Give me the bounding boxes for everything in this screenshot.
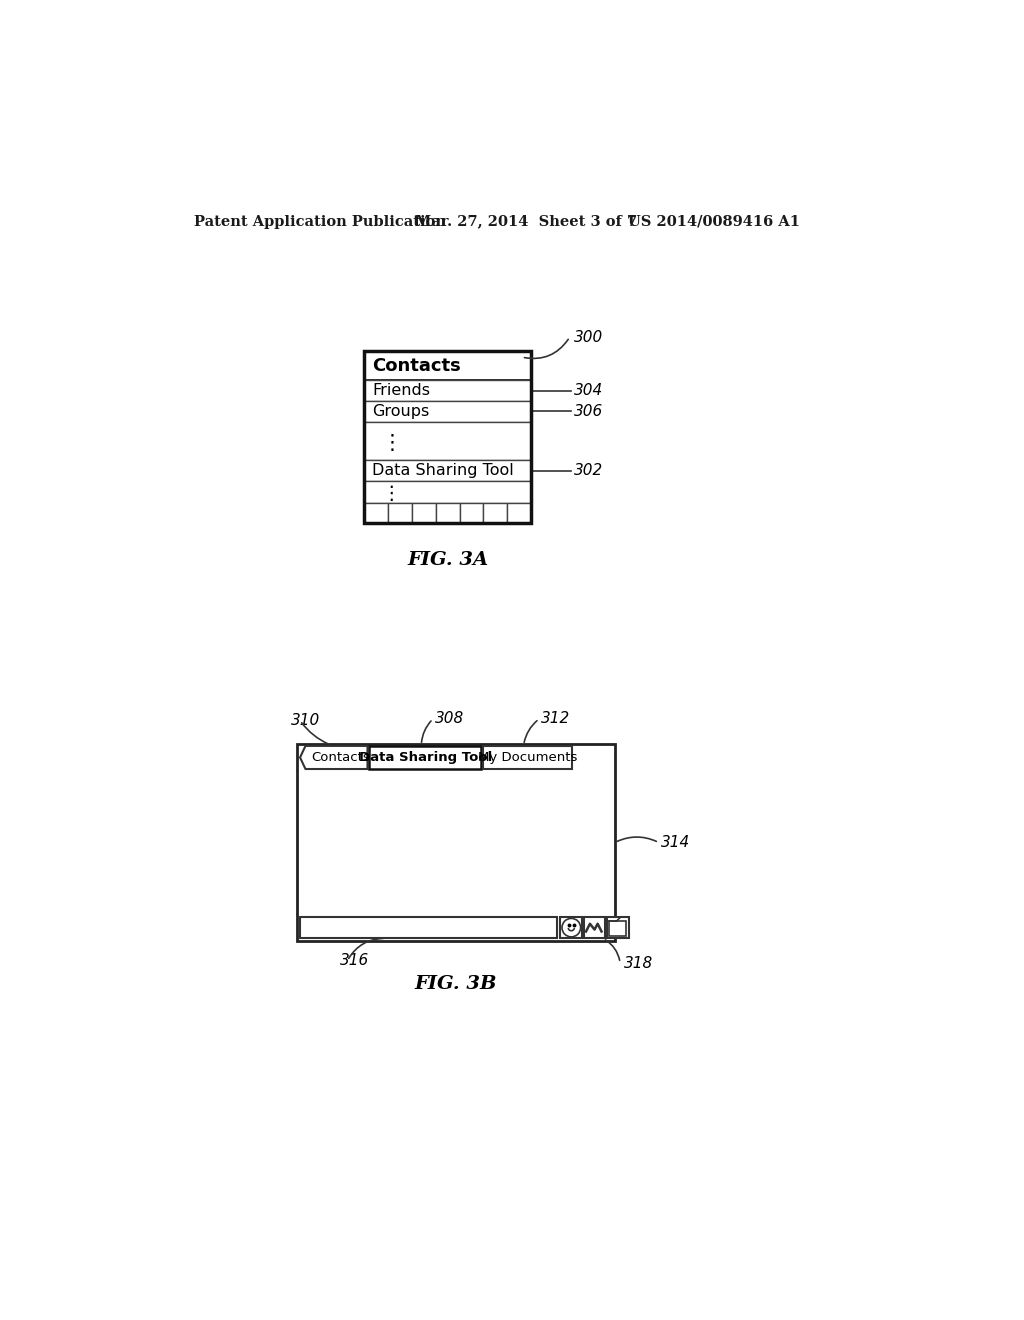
Text: 302: 302 — [573, 463, 603, 478]
Text: ⋮: ⋮ — [381, 484, 401, 503]
Bar — [365, 480, 531, 503]
Bar — [365, 351, 531, 380]
Bar — [436, 503, 460, 524]
Text: 310: 310 — [291, 713, 319, 729]
Text: US 2014/0089416 A1: US 2014/0089416 A1 — [628, 215, 800, 228]
Text: Mar. 27, 2014  Sheet 3 of 7: Mar. 27, 2014 Sheet 3 of 7 — [415, 215, 637, 228]
Bar — [365, 351, 531, 524]
Text: 300: 300 — [573, 330, 603, 345]
Bar — [365, 380, 531, 401]
Bar — [483, 746, 572, 770]
Text: 314: 314 — [662, 836, 690, 850]
Bar — [460, 503, 483, 524]
Text: 308: 308 — [434, 711, 464, 726]
Bar — [607, 917, 629, 939]
Text: ⋮: ⋮ — [381, 433, 402, 453]
Bar — [584, 917, 605, 939]
Bar — [560, 917, 583, 939]
Text: Data Sharing Tool: Data Sharing Tool — [358, 751, 492, 764]
Bar — [365, 422, 531, 461]
Text: My Documents: My Documents — [478, 751, 578, 764]
Text: 306: 306 — [573, 404, 603, 418]
Text: 318: 318 — [624, 956, 653, 970]
Bar — [365, 401, 531, 422]
Text: Contacts: Contacts — [311, 751, 371, 764]
Bar — [365, 461, 531, 480]
Bar — [388, 503, 412, 524]
Bar — [507, 503, 531, 524]
Bar — [412, 503, 436, 524]
Text: Patent Application Publication: Patent Application Publication — [194, 215, 445, 228]
Text: Contacts: Contacts — [372, 356, 461, 375]
Bar — [483, 503, 507, 524]
Bar — [369, 746, 481, 770]
Text: FIG. 3A: FIG. 3A — [408, 552, 488, 569]
Text: 312: 312 — [541, 711, 570, 726]
Text: FIG. 3B: FIG. 3B — [415, 975, 497, 993]
Text: 316: 316 — [340, 953, 369, 969]
Bar — [300, 917, 557, 939]
Text: Friends: Friends — [372, 383, 430, 399]
Bar — [609, 921, 627, 936]
Bar — [365, 503, 388, 524]
Text: Groups: Groups — [372, 404, 429, 418]
Polygon shape — [300, 746, 368, 770]
Text: 304: 304 — [573, 383, 603, 399]
Bar — [297, 743, 614, 941]
Text: Data Sharing Tool: Data Sharing Tool — [372, 463, 514, 478]
